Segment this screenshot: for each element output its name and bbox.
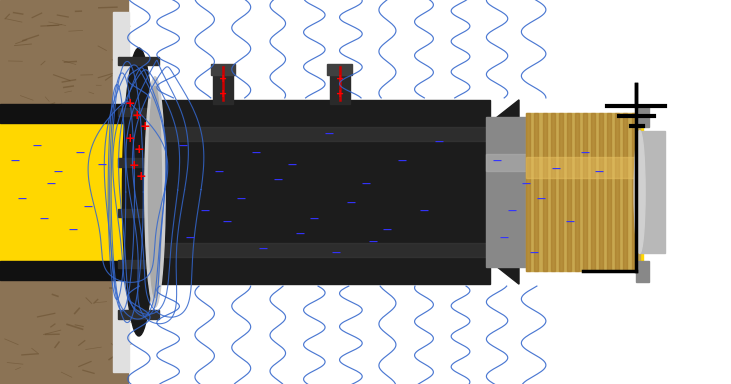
Text: —: — xyxy=(69,226,77,235)
Bar xyxy=(607,113,611,271)
Bar xyxy=(118,209,159,217)
Bar xyxy=(624,113,627,271)
Ellipse shape xyxy=(635,131,645,253)
Bar xyxy=(161,127,490,141)
Bar xyxy=(486,154,530,171)
Ellipse shape xyxy=(145,77,165,307)
Text: +: + xyxy=(132,109,143,122)
Bar xyxy=(161,100,490,284)
Text: —: — xyxy=(537,195,545,204)
Bar xyxy=(118,158,159,167)
Text: —: — xyxy=(186,233,194,243)
Bar xyxy=(526,113,640,271)
Text: —: — xyxy=(595,168,604,177)
Text: +: + xyxy=(134,143,144,156)
Bar xyxy=(118,108,159,116)
Text: —: — xyxy=(529,249,538,258)
Bar xyxy=(542,113,547,271)
Text: —: — xyxy=(361,180,370,189)
Bar xyxy=(558,113,563,271)
Bar xyxy=(526,113,531,271)
Bar xyxy=(567,113,571,271)
Bar xyxy=(118,310,159,319)
Bar xyxy=(0,261,132,280)
Text: —: — xyxy=(222,218,231,227)
Bar xyxy=(486,117,530,267)
Text: +: + xyxy=(129,159,139,172)
Text: +: + xyxy=(219,74,227,84)
Text: —: — xyxy=(310,214,319,223)
Text: —: — xyxy=(273,176,282,185)
Bar xyxy=(550,113,555,271)
Text: —: — xyxy=(398,157,406,166)
Polygon shape xyxy=(490,100,519,284)
Bar xyxy=(0,123,643,261)
Text: —: — xyxy=(383,226,392,235)
Text: +: + xyxy=(125,97,135,110)
Bar xyxy=(636,106,649,127)
Text: —: — xyxy=(288,161,297,170)
Bar xyxy=(616,113,619,271)
Text: —: — xyxy=(10,157,19,166)
Bar xyxy=(161,243,490,257)
Bar xyxy=(534,113,539,271)
Bar xyxy=(211,64,235,75)
Text: —: — xyxy=(237,195,246,204)
Text: —: — xyxy=(54,168,63,177)
Bar xyxy=(327,64,352,75)
Bar xyxy=(330,69,350,104)
Bar xyxy=(213,69,233,104)
Text: +: + xyxy=(336,89,344,99)
Text: —: — xyxy=(295,230,304,239)
Text: —: — xyxy=(251,149,260,158)
Ellipse shape xyxy=(123,48,155,336)
Text: —: — xyxy=(325,130,333,139)
Text: —: — xyxy=(500,233,509,243)
Bar xyxy=(583,113,587,271)
Bar xyxy=(591,113,595,271)
Bar xyxy=(575,113,579,271)
Text: —: — xyxy=(98,161,107,170)
Text: —: — xyxy=(368,237,377,247)
Text: +: + xyxy=(136,170,146,183)
Text: —: — xyxy=(507,207,516,216)
Bar xyxy=(640,131,665,253)
Text: —: — xyxy=(178,141,187,151)
Text: —: — xyxy=(332,249,341,258)
Text: —: — xyxy=(259,245,268,254)
Text: +: + xyxy=(219,89,227,99)
Text: —: — xyxy=(39,214,48,223)
Text: —: — xyxy=(215,168,224,177)
Bar xyxy=(0,0,128,384)
Text: —: — xyxy=(434,137,443,147)
Text: +: + xyxy=(140,120,150,133)
Text: —: — xyxy=(580,149,589,158)
Bar xyxy=(526,157,640,178)
Text: —: — xyxy=(493,157,501,166)
Text: —: — xyxy=(200,207,209,216)
Text: —: — xyxy=(76,149,85,158)
Bar xyxy=(118,57,159,65)
Bar xyxy=(0,104,132,123)
Bar xyxy=(599,113,603,271)
Text: —: — xyxy=(522,180,531,189)
Polygon shape xyxy=(132,100,161,284)
Bar xyxy=(632,113,635,271)
Text: —: — xyxy=(47,180,56,189)
Text: —: — xyxy=(566,218,575,227)
Text: —: — xyxy=(346,199,355,208)
Bar xyxy=(113,12,129,372)
Text: +: + xyxy=(336,74,344,84)
Text: —: — xyxy=(551,164,560,174)
Text: —: — xyxy=(18,195,26,204)
Ellipse shape xyxy=(148,86,162,298)
Text: —: — xyxy=(83,203,92,212)
Bar xyxy=(636,261,649,282)
Bar xyxy=(118,260,159,268)
Text: —: — xyxy=(420,207,428,216)
Text: +: + xyxy=(125,132,135,145)
Text: —: — xyxy=(32,141,41,151)
